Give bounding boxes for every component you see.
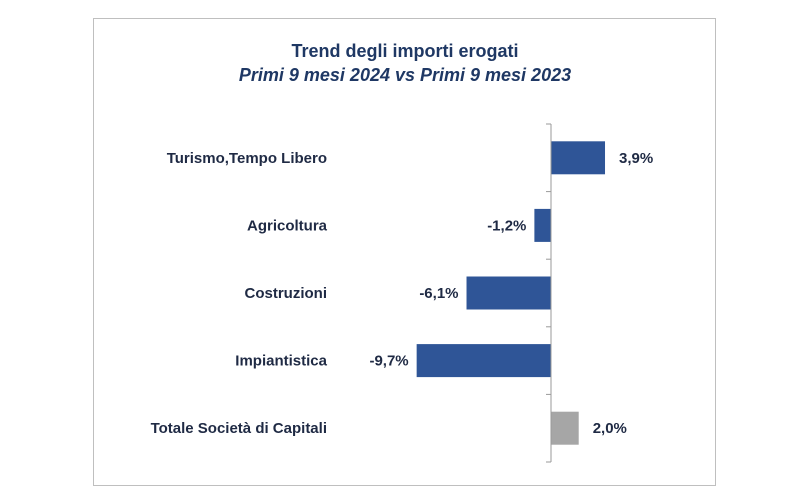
bar-5 [551,411,579,445]
value-label: 3,9% [619,150,653,167]
category-label: Agricoltura [247,217,328,234]
bar-3 [466,276,551,310]
bar-4 [416,344,551,378]
bars-group [416,141,606,445]
bar-chart: Trend degli importi erogati Primi 9 mesi… [151,41,653,463]
category-label: Totale Società di Capitali [151,420,327,437]
chart-container: Trend degli importi erogati Primi 9 mesi… [93,18,716,486]
value-label: -1,2% [487,217,526,234]
value-label: -6,1% [419,285,458,302]
chart-subtitle: Primi 9 mesi 2024 vs Primi 9 mesi 2023 [239,65,571,85]
category-label: Impiantistica [235,353,327,370]
category-label: Turismo,Tempo Libero [167,150,327,167]
value-label: 2,0% [593,420,627,437]
value-labels-group: 3,9% -1,2% -6,1% -9,7% 2,0% [369,150,653,437]
chart-title: Trend degli importi erogati [291,41,518,61]
category-labels-group: Turismo,Tempo Libero Agricoltura Costruzio… [151,150,328,437]
value-label: -9,7% [369,353,408,370]
category-label: Costruzioni [245,285,328,302]
bar-2 [534,208,551,242]
bar-1 [551,141,606,175]
axis-ticks-group [546,123,551,463]
